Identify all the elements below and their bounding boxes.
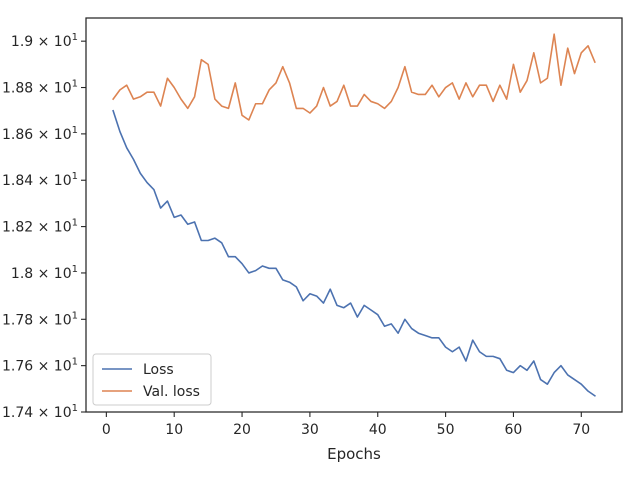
x-tick-label: 70	[572, 422, 590, 438]
y-tick-label: 1.78 × 101	[2, 310, 78, 328]
legend-label-loss: Loss	[143, 362, 174, 378]
x-axis: 0 10 20 30 40 50 60 70	[102, 412, 590, 438]
y-tick-label: 1.76 × 101	[2, 357, 78, 375]
series-line-1	[112, 33, 596, 121]
x-axis-label: Epochs	[327, 445, 381, 463]
series-layer	[112, 33, 596, 397]
x-tick-label: 10	[165, 422, 183, 438]
legend-label-val-loss: Val. loss	[143, 384, 200, 400]
legend: Loss Val. loss	[92, 353, 212, 406]
x-tick-label: 40	[369, 422, 387, 438]
series-line-0	[112, 109, 596, 397]
y-axis: 1.74 × 101 1.76 × 101 1.78 × 101 1.8 × 101 1…	[2, 32, 86, 421]
y-tick-label: 1.84 × 101	[2, 171, 78, 189]
x-tick-label: 0	[102, 422, 111, 438]
x-tick-label: 30	[301, 422, 319, 438]
legend-box	[92, 353, 212, 406]
x-tick-label: 20	[233, 422, 251, 438]
y-tick-label: 1.86 × 101	[2, 125, 78, 143]
y-tick-label: 1.74 × 101	[2, 403, 78, 421]
x-tick-label: 50	[437, 422, 455, 438]
y-tick-label: 1.82 × 101	[2, 218, 78, 236]
y-tick-label: 1.9 × 101	[11, 32, 78, 50]
y-tick-label: 1.88 × 101	[2, 79, 78, 97]
plot-frame	[85, 17, 623, 413]
x-tick-label: 60	[505, 422, 523, 438]
y-tick-label: 1.8 × 101	[11, 264, 78, 282]
